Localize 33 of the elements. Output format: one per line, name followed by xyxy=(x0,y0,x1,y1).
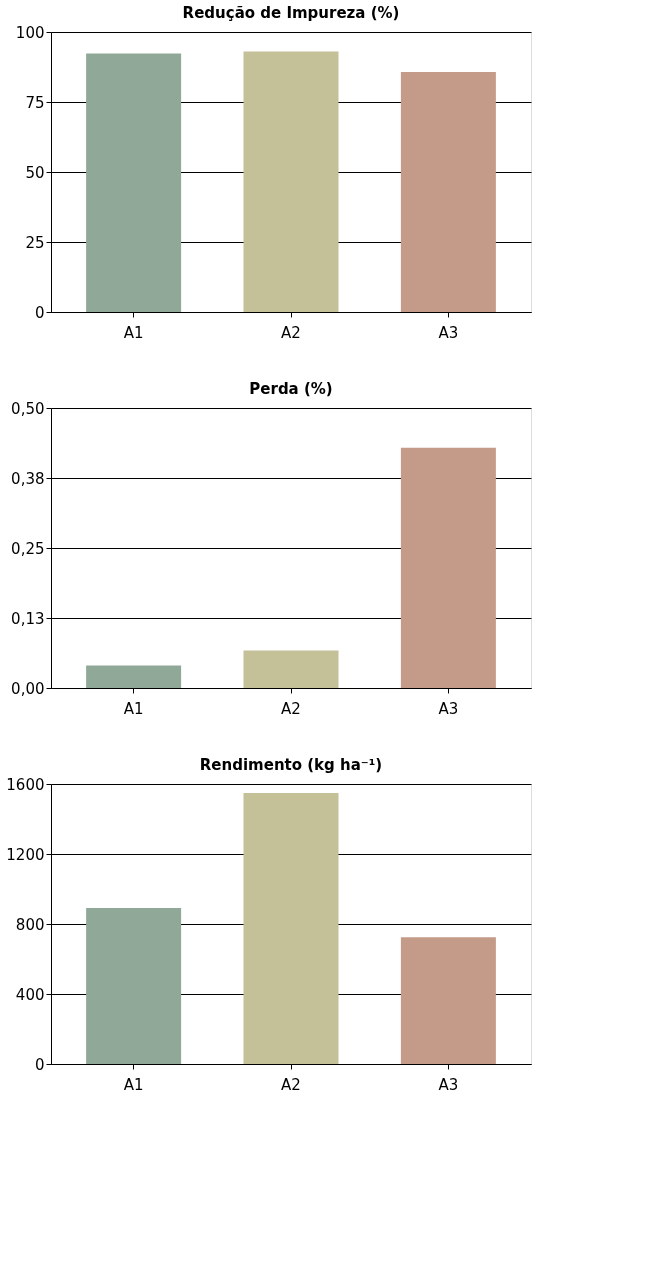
x-tick-label: A3 xyxy=(438,1075,459,1094)
chart-title: Rendimento (kg ha⁻¹) xyxy=(199,756,383,774)
x-tick-label: A3 xyxy=(438,323,459,342)
y-tick-label: 0,50 xyxy=(11,399,45,418)
y-tick-label: 400 xyxy=(15,985,45,1004)
x-tick-label: A2 xyxy=(281,323,301,342)
y-tick-label: 800 xyxy=(15,915,45,934)
chart-title: Redução de Impureza (%) xyxy=(182,4,400,22)
y-tick-label: 1600 xyxy=(6,775,45,794)
x-tick-label: A1 xyxy=(123,1075,144,1094)
y-tick-label: 100 xyxy=(15,23,45,42)
y-tick-label: 0,38 xyxy=(11,469,45,488)
bar xyxy=(243,650,339,688)
bar xyxy=(243,793,339,1064)
y-tick-label: 1200 xyxy=(6,845,45,864)
x-tick-label: A1 xyxy=(123,323,144,342)
x-tick-label: A3 xyxy=(438,699,459,718)
y-tick-label: 25 xyxy=(25,233,45,252)
bar xyxy=(400,447,496,688)
y-tick-label: 0,00 xyxy=(11,679,45,698)
y-tick-label: 0,25 xyxy=(11,539,45,558)
y-tick-label: 75 xyxy=(25,93,45,112)
x-tick-label: A2 xyxy=(281,1075,301,1094)
y-tick-label: 50 xyxy=(25,163,45,182)
x-tick-label: A2 xyxy=(281,699,301,718)
bar xyxy=(86,665,182,688)
chart-title: Perda (%) xyxy=(249,380,333,398)
y-tick-label: 0 xyxy=(34,1055,45,1074)
bar xyxy=(400,937,496,1064)
y-tick-label: 0,13 xyxy=(11,609,45,628)
x-tick-label: A1 xyxy=(123,699,144,718)
y-tick-label: 0 xyxy=(34,303,45,322)
bar xyxy=(86,907,182,1064)
